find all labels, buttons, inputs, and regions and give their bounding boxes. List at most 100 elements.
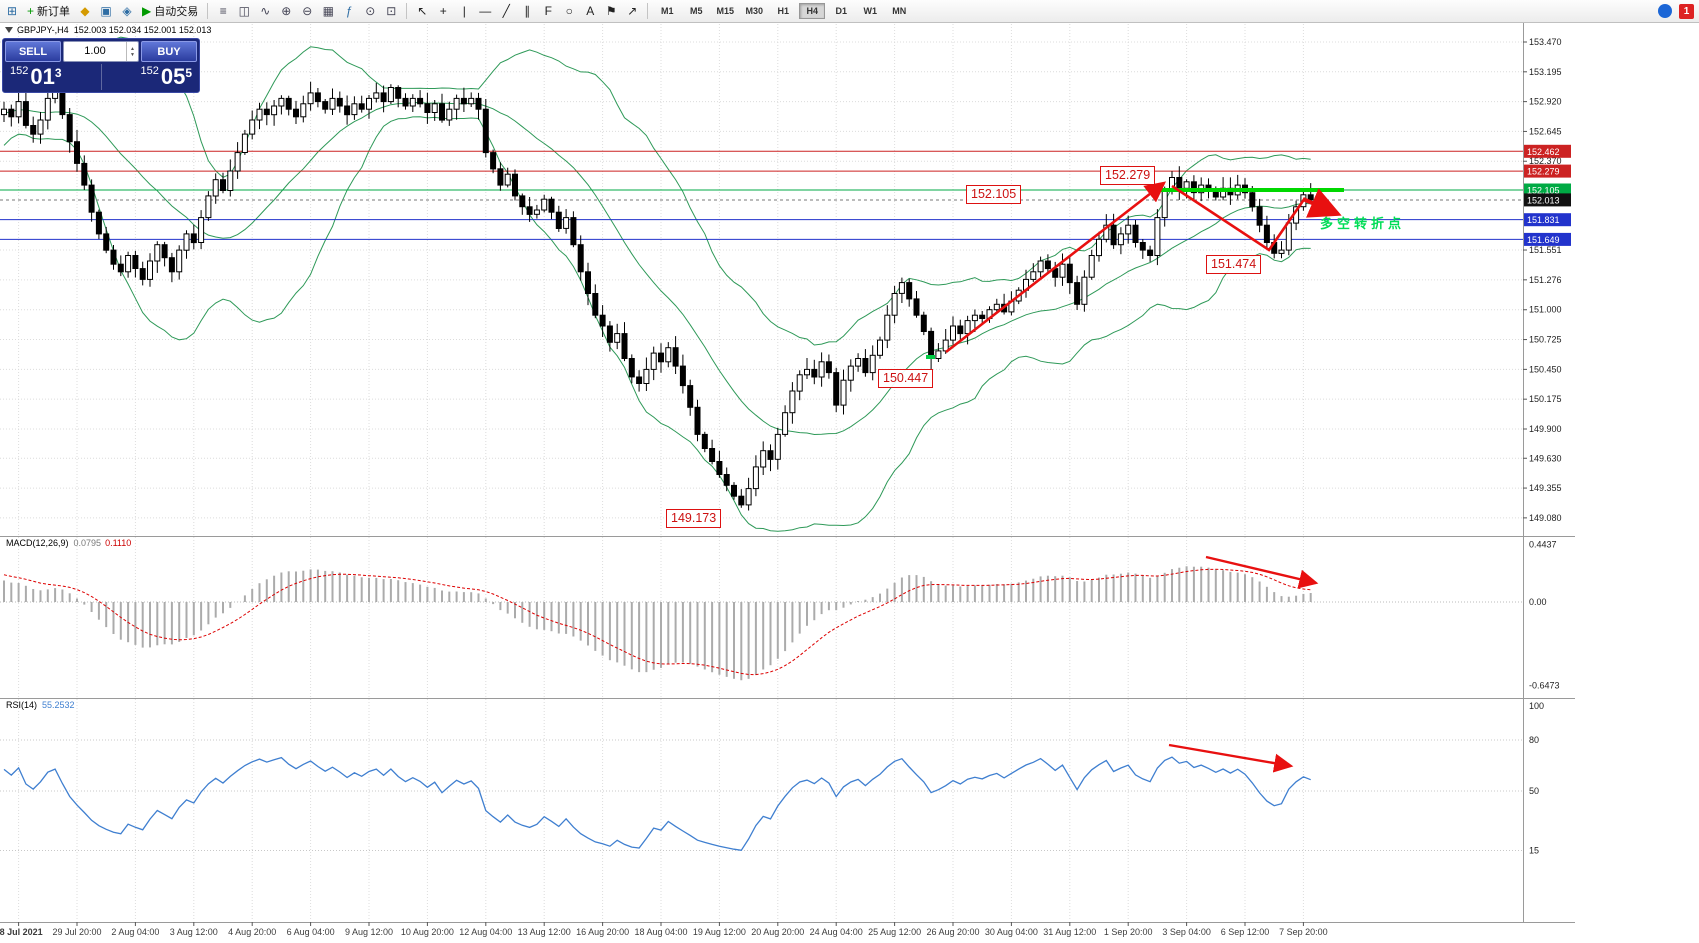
zoom-in-button[interactable]: ⊕ [276,2,296,20]
one-click-trading-panel: SELL 1.00 ▲ ▼ BUY 152013 152055 [2,38,200,93]
zoom-out-button[interactable]: ⊖ [297,2,317,20]
callout-150447[interactable]: 150.447 [878,369,934,388]
horizontal-level-lines[interactable] [0,150,1523,240]
volume-spinner[interactable]: ▲ ▼ [126,42,138,61]
candlestick-series [1,81,1314,511]
shapes-button[interactable]: ○ [559,2,579,20]
text-button[interactable]: A [580,2,600,20]
bar-chart-button[interactable]: ≡ [213,2,233,20]
svg-text:149.355: 149.355 [1529,483,1562,493]
new-chart-button[interactable]: ⊞ [2,2,22,20]
callout-152105[interactable]: 152.105 [966,185,1022,204]
line-chart-button[interactable]: ∿ [255,2,275,20]
buy-price-sup: 5 [185,66,192,80]
svg-text:149.900: 149.900 [1529,424,1562,434]
timeframe-button-mn[interactable]: MN [886,3,912,19]
order-marker [926,355,935,359]
svg-text:3 Sep 04:00: 3 Sep 04:00 [1162,927,1211,937]
horizontal-line-icon: — [479,4,492,18]
svg-text:26 Aug 20:00: 26 Aug 20:00 [926,927,979,937]
callout-149173[interactable]: 149.173 [666,509,722,528]
rsi-label: RSI(14) 55.2532 [6,700,75,710]
new-order-icon: + [27,4,35,18]
svg-text:151.831: 151.831 [1527,215,1560,225]
trendline-button[interactable]: ╱ [496,2,516,20]
timeframe-button-w1[interactable]: W1 [857,3,883,19]
zoom-out-icon: ⊖ [302,4,313,18]
svg-text:28 Jul 2021: 28 Jul 2021 [0,927,43,937]
timeframe-button-h1[interactable]: H1 [770,3,796,19]
trend-arrows[interactable] [945,181,1342,773]
svg-text:153.470: 153.470 [1529,37,1562,47]
rsi-line [3,756,1311,852]
svg-text:100: 100 [1529,701,1544,711]
community-icon[interactable] [1658,4,1672,18]
timeframe-button-d1[interactable]: D1 [828,3,854,19]
new-order-button[interactable]: + 新订单 [23,2,74,20]
timeframe-button-m30[interactable]: M30 [741,3,767,19]
bollinger-lower-band [3,116,1311,532]
market-watch-icon: ▣ [100,4,112,18]
cursor-icon: ↖ [417,4,428,18]
svg-text:16 Aug 20:00: 16 Aug 20:00 [576,927,629,937]
ohlc-values: 152.003 152.034 152.001 152.013 [73,25,212,35]
arrows-button[interactable]: ↗ [622,2,642,20]
templates-button[interactable]: ⊡ [381,2,401,20]
templates-icon: ⊡ [386,4,397,18]
line-chart-icon: ∿ [260,4,271,18]
candle-chart-button[interactable]: ◫ [234,2,254,20]
volume-input[interactable]: 1.00 ▲ ▼ [63,41,139,62]
buy-button[interactable]: BUY [141,41,197,62]
svg-text:2 Aug 04:00: 2 Aug 04:00 [111,927,159,937]
channel-icon: ∥ [524,4,531,18]
candle-chart-icon: ◫ [238,4,250,18]
svg-text:19 Aug 12:00: 19 Aug 12:00 [693,927,746,937]
market-watch-button[interactable]: ▣ [96,2,116,20]
indicators-button[interactable]: ƒ [339,2,359,20]
one-click-toggle-icon[interactable] [5,27,13,33]
spinner-down-icon[interactable]: ▼ [130,51,135,58]
callout-152279[interactable]: 152.279 [1100,166,1156,185]
cursor-button[interactable]: ↖ [412,2,432,20]
auto-trading-button[interactable]: ▶ 自动交易 [138,2,202,20]
sell-price[interactable]: 152013 [5,64,102,90]
svg-text:150.450: 150.450 [1529,364,1562,374]
crosshair-button[interactable]: + [433,2,453,20]
svg-text:152.370: 152.370 [1529,156,1562,166]
svg-text:29 Jul 20:00: 29 Jul 20:00 [52,927,101,937]
vertical-line-button[interactable]: | [454,2,474,20]
svg-text:149.080: 149.080 [1529,513,1562,523]
macd-signal-value: 0.1110 [105,538,132,548]
turning-point-note[interactable]: 多空转折点 [1320,216,1406,231]
svg-text:152.279: 152.279 [1527,167,1560,177]
svg-text:151.276: 151.276 [1529,275,1562,285]
time-axis-labels: 28 Jul 2021 29 Jul 20:00 2 Aug 04:00 3 Aug … [0,922,1328,937]
channel-button[interactable]: ∥ [517,2,537,20]
trendline-icon: ╱ [502,4,510,18]
timeframe-button-m1[interactable]: M1 [654,3,680,19]
strategy-tester-button[interactable]: ◈ [117,2,137,20]
bollinger-upper-band [3,36,1311,346]
buy-price[interactable]: 152055 [102,64,198,90]
macd-histogram [3,566,1312,681]
thick-green-segment[interactable] [1157,188,1344,192]
tile-windows-button[interactable]: ▦ [318,2,338,20]
bollinger-bands [3,36,1311,532]
panel-separators [0,22,1699,923]
spinner-up-icon[interactable]: ▲ [130,45,135,52]
timeframe-button-m5[interactable]: M5 [683,3,709,19]
svg-text:7 Sep 20:00: 7 Sep 20:00 [1279,927,1328,937]
periods-button[interactable]: ⊙ [360,2,380,20]
fibonacci-button[interactable]: F [538,2,558,20]
notification-badge[interactable]: 1 [1679,3,1694,19]
callout-151474[interactable]: 151.474 [1206,255,1262,274]
horizontal-line-button[interactable]: — [475,2,495,20]
metaeditor-button[interactable]: ◆ [75,2,95,20]
volume-value[interactable]: 1.00 [84,45,106,57]
timeframe-button-m15[interactable]: M15 [712,3,738,19]
vertical-line-icon: | [462,4,466,18]
timeframe-button-h4[interactable]: H4 [799,3,826,19]
sell-button[interactable]: SELL [5,41,61,62]
label-button[interactable]: ⚑ [601,2,621,20]
